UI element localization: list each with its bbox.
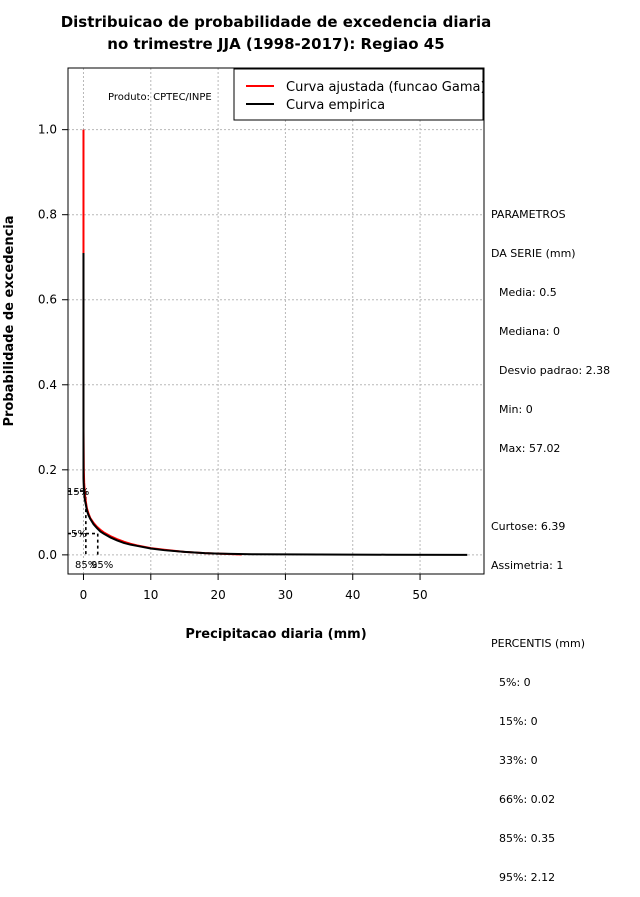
stat-curtose: Curtose: 6.39 — [491, 520, 566, 533]
stat-mediana: Mediana: 0 — [499, 325, 560, 338]
percentile-5: 5%: 0 — [499, 676, 531, 689]
exceedance-chart: Distribuicao de probabilidade de exceden… — [2, 13, 492, 642]
stat-assimetria: Assimetria: 1 — [491, 559, 564, 572]
legend-label-fitted: Curva ajustada (funcao Gama) — [286, 80, 486, 95]
product-label: Produto: CPTEC/INPE — [108, 92, 212, 103]
y-tick-label: 0.8 — [38, 208, 57, 222]
percentile-label-95: 95% — [91, 560, 113, 571]
annotation-15pct: 15% — [67, 487, 89, 498]
x-axis: 0 10 20 30 40 50 — [80, 574, 428, 602]
percentile-66: 66%: 0.02 — [499, 793, 556, 806]
x-tick-label: 40 — [345, 588, 360, 602]
stats-panel: PARAMETROS DA SERIE (mm) Media: 0.5 Medi… — [491, 182, 610, 897]
series-line-empirical — [82, 252, 468, 556]
y-axis: 0.0 0.2 0.4 0.6 0.8 1.0 — [38, 123, 68, 562]
y-tick-label: 0.2 — [38, 463, 57, 477]
y-tick-label: 0.4 — [38, 378, 57, 392]
series-group — [82, 129, 468, 556]
x-tick-label: 30 — [278, 588, 293, 602]
stat-max: Max: 57.02 — [499, 442, 561, 455]
stats-header-params: PARAMETROS — [491, 208, 566, 221]
chart-subtitle: no trimestre JJA (1998-2017): Regiao 45 — [107, 35, 444, 53]
percentile-15: 15%: 0 — [499, 715, 538, 728]
legend: Curva ajustada (funcao Gama) Curva empir… — [233, 68, 486, 121]
stat-media: Media: 0.5 — [499, 286, 557, 299]
stat-desvio: Desvio padrao: 2.38 — [499, 364, 611, 377]
y-tick-label: 1.0 — [38, 123, 57, 137]
annotation-5pct: 5% — [71, 529, 87, 540]
y-tick-label: 0.0 — [38, 548, 57, 562]
stat-min: Min: 0 — [499, 403, 533, 416]
stats-header-series: DA SERIE (mm) — [491, 247, 576, 260]
x-tick-label: 10 — [143, 588, 158, 602]
percentile-95: 95%: 2.12 — [499, 871, 556, 884]
legend-label-empirical: Curva empirica — [286, 98, 385, 113]
x-tick-label: 0 — [80, 588, 88, 602]
percentile-33: 33%: 0 — [499, 754, 538, 767]
percentile-lines — [68, 490, 99, 555]
x-axis-label: Precipitacao diaria (mm) — [185, 627, 366, 642]
grid — [68, 68, 484, 574]
legend-box — [233, 68, 484, 121]
y-tick-label: 0.6 — [38, 293, 57, 307]
percentile-label-85: 85% — [75, 560, 97, 571]
stats-header-percentis: PERCENTIS (mm) — [491, 637, 585, 650]
x-tick-label: 50 — [412, 588, 427, 602]
x-tick-label: 20 — [210, 588, 225, 602]
percentile-85: 85%: 0.35 — [499, 832, 556, 845]
y-axis-label: Probabilidade de excedencia — [2, 215, 17, 426]
plot-frame — [67, 67, 485, 575]
chart-title: Distribuicao de probabilidade de exceden… — [61, 13, 492, 31]
